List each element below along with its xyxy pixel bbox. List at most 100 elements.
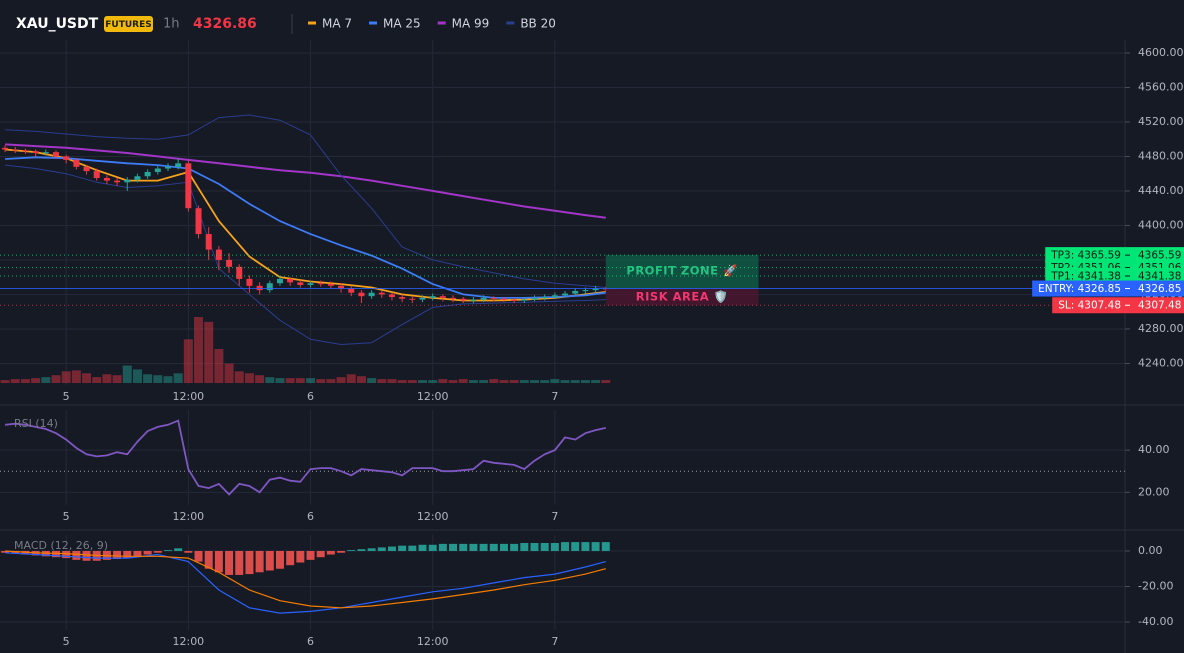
- candle-body: [409, 298, 416, 300]
- volume-bar: [51, 375, 61, 383]
- macd-histogram-bar: [601, 542, 610, 551]
- legend-label[interactable]: MA 25: [383, 17, 421, 31]
- candle-body: [388, 294, 395, 298]
- candle-body: [154, 168, 161, 172]
- candle-body: [500, 298, 507, 300]
- candle-body: [531, 297, 538, 300]
- volume-bar: [509, 380, 519, 383]
- candle-body: [480, 297, 487, 300]
- level-value: 4326.85: [1138, 283, 1181, 295]
- macd-histogram-bar: [235, 550, 244, 575]
- indicator-line: [5, 143, 606, 219]
- candle-body: [205, 234, 212, 250]
- macd-histogram-bar: [489, 543, 498, 551]
- level-value: 4307.48: [1138, 300, 1181, 312]
- legend-label[interactable]: BB 20: [520, 17, 556, 31]
- volume-bar: [10, 379, 20, 383]
- volume-bar: [153, 375, 163, 383]
- candle-body: [215, 249, 222, 260]
- volume-bar: [0, 380, 10, 383]
- x-tick-label: 12:00: [172, 635, 204, 648]
- candle-body: [541, 297, 548, 299]
- level-tag: [1032, 280, 1184, 297]
- candle-body: [348, 288, 355, 293]
- x-tick-label: 5: [63, 635, 70, 648]
- level-tag: [1045, 247, 1184, 264]
- volume-bar: [530, 380, 540, 383]
- volume-bar: [489, 379, 499, 383]
- macd-histogram-bar: [51, 550, 60, 558]
- volume-bar: [418, 380, 428, 383]
- candle-body: [276, 278, 283, 284]
- candle-body: [582, 290, 589, 292]
- y-tick-label: 4520.00: [1138, 115, 1184, 128]
- macd-histogram-bar: [214, 550, 223, 573]
- volume-bar: [326, 379, 336, 383]
- volume-bar: [356, 376, 366, 383]
- x-tick-label: 6: [307, 390, 314, 403]
- candle-body: [450, 297, 457, 299]
- interval[interactable]: 1h: [163, 17, 180, 32]
- x-tick-label: 12:00: [417, 510, 449, 523]
- legend-label[interactable]: MA 7: [322, 17, 352, 31]
- zone: [605, 288, 759, 306]
- candle-body: [266, 283, 273, 291]
- candle-body: [297, 282, 304, 285]
- macd-histogram-bar: [11, 550, 20, 554]
- candle-body: [562, 293, 569, 296]
- volume-bar: [173, 373, 183, 383]
- macd-histogram-bar: [347, 550, 356, 551]
- volume-bar: [143, 374, 153, 383]
- legend-label[interactable]: MA 99: [452, 17, 490, 31]
- volume-bar: [265, 377, 275, 383]
- volume-bar: [82, 373, 92, 383]
- candle-body: [124, 179, 131, 183]
- volume-bar: [601, 380, 611, 383]
- macd-histogram-bar: [337, 550, 346, 553]
- volume-bar: [448, 380, 458, 383]
- level-label: SL: 4307.48: [1058, 300, 1121, 312]
- volume-bar: [397, 380, 407, 383]
- macd-histogram-bar: [123, 550, 132, 559]
- candle-body: [307, 283, 314, 285]
- macd-histogram-bar: [326, 550, 335, 555]
- candle-body: [338, 285, 345, 289]
- macd-histogram-bar: [82, 550, 91, 561]
- macd-histogram-bar: [520, 542, 529, 551]
- candle-body: [2, 147, 9, 150]
- candle-body: [551, 295, 558, 298]
- candle-body: [317, 283, 324, 285]
- x-tick-label: 5: [63, 510, 70, 523]
- volume-bar: [112, 375, 122, 383]
- volume-bar: [428, 380, 438, 383]
- symbol[interactable]: XAU_USDT: [16, 16, 99, 32]
- candle-body: [592, 288, 599, 291]
- x-tick-label: 5: [63, 390, 70, 403]
- volume-bar: [570, 380, 580, 383]
- candle-body: [327, 284, 334, 286]
- volume-bar: [346, 374, 356, 383]
- macd-line: [5, 552, 606, 614]
- macd-histogram-bar: [387, 546, 396, 551]
- macd-histogram-bar: [143, 550, 152, 555]
- candle-body: [470, 299, 477, 301]
- volume-bar: [224, 363, 234, 383]
- volume-bar: [519, 380, 529, 383]
- macd-histogram-bar: [255, 550, 264, 573]
- candle-body: [511, 299, 518, 301]
- volume-bar: [468, 380, 478, 383]
- macd-histogram-bar: [398, 545, 407, 551]
- candle-body: [195, 208, 202, 235]
- candle-body: [439, 296, 446, 298]
- macd-histogram-bar: [225, 550, 234, 575]
- band-upper: [5, 114, 606, 288]
- candle-body: [246, 278, 253, 286]
- y-tick-label: -40.00: [1138, 615, 1173, 628]
- volume-bar: [295, 378, 305, 383]
- volume-bar: [285, 378, 295, 383]
- volume-bar: [92, 377, 102, 383]
- x-tick-label: 12:00: [417, 635, 449, 648]
- volume-bar: [387, 379, 397, 383]
